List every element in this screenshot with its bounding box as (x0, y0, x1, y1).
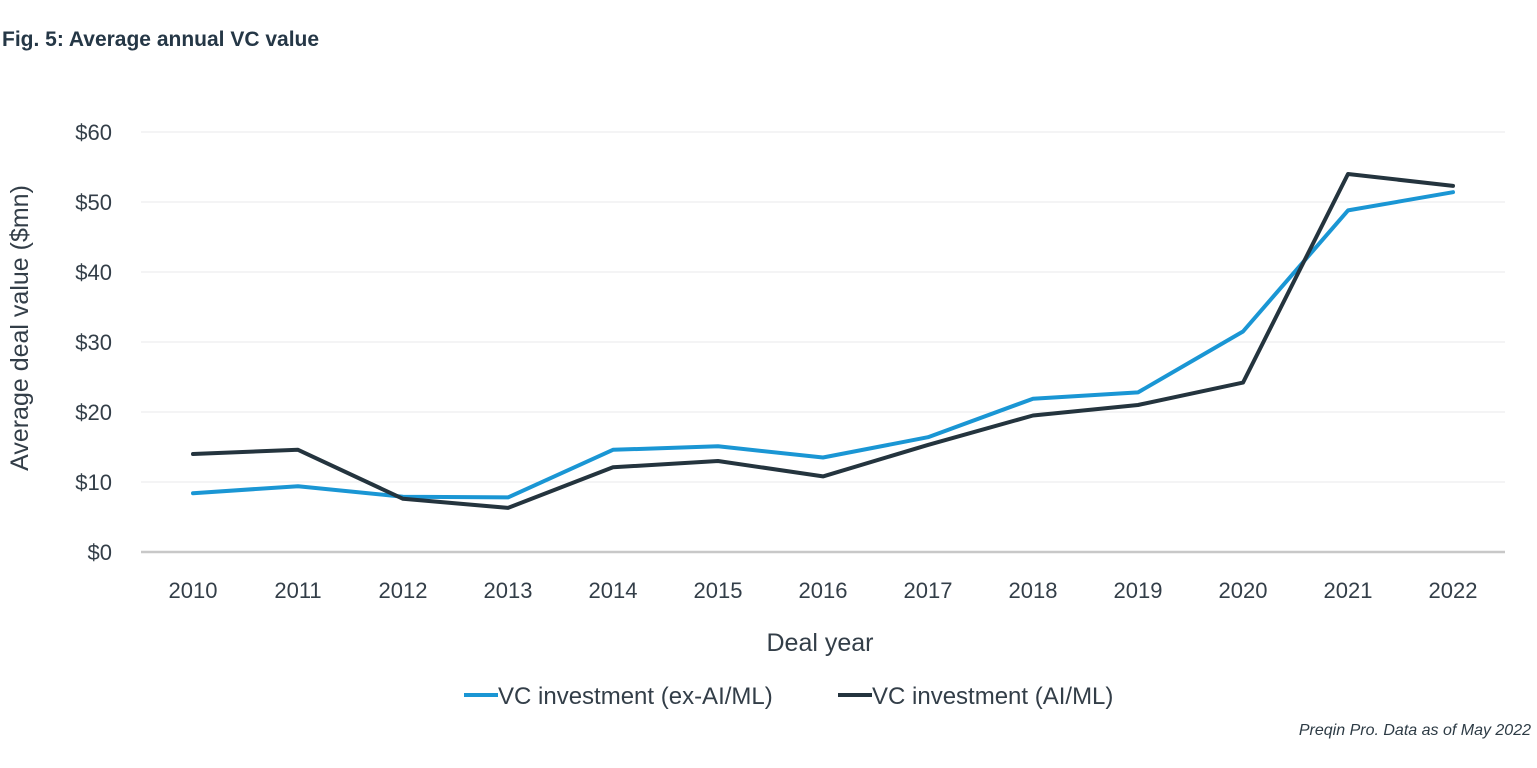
y-axis-title: Average deal value ($mn) (6, 185, 34, 471)
x-tick-label: 2013 (484, 578, 533, 603)
legend-label: VC investment (ex-AI/ML) (498, 683, 773, 710)
x-tick-label: 2014 (589, 578, 638, 603)
y-axis-ticks: $0 $10 $20 $30 $40 $50 $60 (75, 120, 112, 565)
series-line-ai-ml (191, 172, 1455, 510)
y-tick-label: $40 (75, 260, 112, 285)
chart-title: Fig. 5: Average annual VC value (2, 28, 320, 51)
source-note: Preqin Pro. Data as of May 2022 (1298, 722, 1531, 739)
legend-label: VC investment (AI/ML) (872, 683, 1113, 710)
y-tick-label: $10 (75, 470, 112, 495)
y-tick-label: $20 (75, 400, 112, 425)
y-tick-label: $30 (75, 330, 112, 355)
x-axis-title: Deal year (767, 629, 874, 657)
x-tick-label: 2019 (1114, 578, 1163, 603)
y-tick-label: $0 (88, 540, 112, 565)
legend: VC investment (ex-AI/ML) VC investment (A… (464, 683, 1113, 710)
x-axis-ticks: 2010 2011 2012 2013 2014 2015 2016 2017 2018 2019… (169, 578, 1478, 603)
y-tick-label: $60 (75, 120, 112, 145)
x-tick-label: 2015 (694, 578, 743, 603)
grid-lines (141, 131, 1505, 554)
y-tick-label: $50 (75, 190, 112, 215)
x-tick-label: 2017 (904, 578, 953, 603)
x-tick-label: 2011 (274, 578, 321, 603)
x-tick-label: 2021 (1324, 578, 1373, 603)
x-tick-label: 2016 (799, 578, 848, 603)
x-tick-label: 2018 (1009, 578, 1058, 603)
x-tick-label: 2020 (1219, 578, 1268, 603)
series-lines (191, 172, 1455, 510)
x-tick-label: 2010 (169, 578, 218, 603)
x-tick-label: 2012 (379, 578, 428, 603)
x-tick-label: 2022 (1429, 578, 1478, 603)
